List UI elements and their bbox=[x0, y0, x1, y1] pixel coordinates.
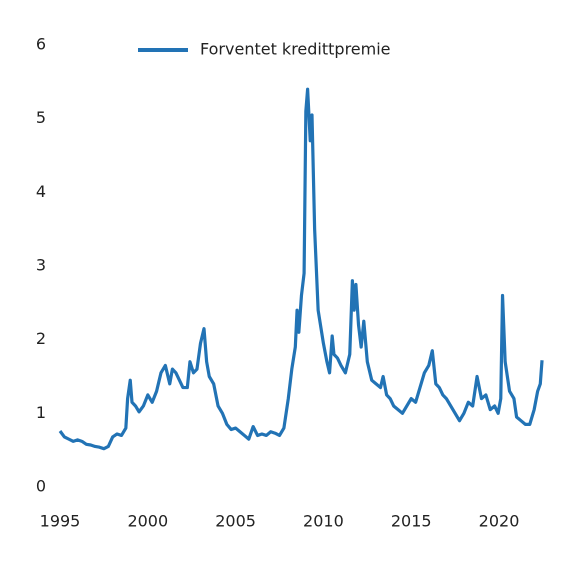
x-tick-label: 2005 bbox=[215, 512, 256, 531]
y-tick-label: 5 bbox=[36, 108, 46, 127]
x-tick-label: 1995 bbox=[40, 512, 81, 531]
x-tick-label: 2010 bbox=[303, 512, 344, 531]
y-tick-label: 2 bbox=[36, 329, 46, 348]
x-tick-label: 2015 bbox=[391, 512, 432, 531]
y-tick-label: 1 bbox=[36, 403, 46, 422]
legend-label: Forventet kredittpremie bbox=[200, 40, 391, 59]
x-tick-label: 2020 bbox=[479, 512, 520, 531]
y-tick-label: 0 bbox=[36, 477, 46, 496]
x-tick-label: 2000 bbox=[127, 512, 168, 531]
y-tick-label: 3 bbox=[36, 256, 46, 275]
y-tick-label: 4 bbox=[36, 182, 46, 201]
y-tick-label: 6 bbox=[36, 35, 46, 54]
data-line bbox=[58, 87, 544, 451]
